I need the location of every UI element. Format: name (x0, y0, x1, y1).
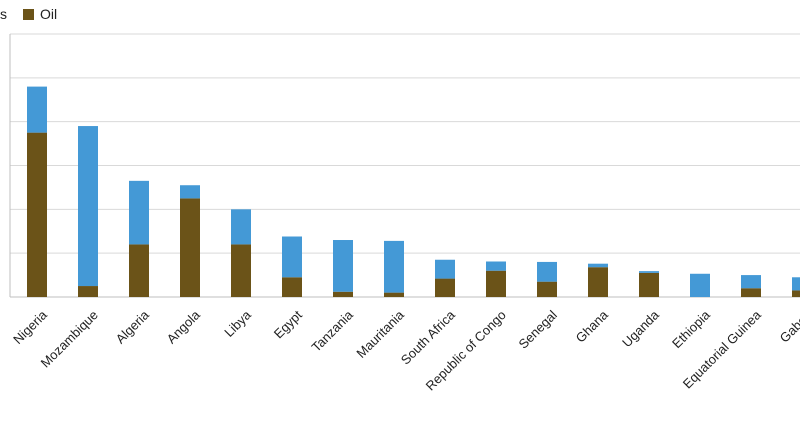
x-tick-label: Libya (221, 307, 254, 340)
bar-oil-tanzania (333, 291, 353, 297)
bar-oil-mozambique (78, 286, 98, 297)
x-tick-label: Gabon (777, 307, 800, 345)
legend-label-oil: Oil (40, 6, 58, 22)
x-tick-label: Tanzania (308, 307, 356, 355)
bar-oil-nigeria (27, 132, 47, 297)
bar-gas-libya (231, 209, 251, 245)
bar-gas-uganda (639, 271, 659, 273)
bar-gas-ethiopia (690, 273, 710, 297)
x-tick-label: Nigeria (10, 307, 50, 347)
bar-gas-mozambique (78, 126, 98, 287)
bar-gas-gabon (792, 277, 800, 291)
bar-gas-ghana (588, 263, 608, 268)
bar-gas-angola (180, 185, 200, 199)
bar-gas-nigeria (27, 86, 47, 133)
legend-entry-gas: s (0, 6, 7, 22)
bar-oil-gabon (792, 290, 800, 297)
x-tick-label: Ethiopia (669, 307, 713, 351)
bar-gas-tanzania (333, 240, 353, 292)
bar-oil-egypt (282, 277, 302, 297)
bar-gas-south-africa (435, 259, 455, 279)
x-tick-label: Egypt (271, 307, 305, 341)
legend-label-gas: s (0, 6, 7, 22)
bar-oil-equatorial-guinea (741, 288, 761, 297)
bar-oil-south-africa (435, 278, 455, 297)
bar-gas-equatorial-guinea (741, 275, 761, 289)
bar-gas-mauritania (384, 240, 404, 293)
legend-swatch-oil (23, 8, 34, 20)
x-tick-label: Senegal (516, 307, 560, 351)
bar-gas-republic-of-congo (486, 261, 506, 271)
bar-oil-republic-of-congo (486, 270, 506, 297)
bar-oil-senegal (537, 281, 557, 297)
x-tick-label: Ghana (573, 307, 612, 346)
legend-entry-oil: Oil (23, 6, 57, 22)
x-tick-label: Angola (164, 307, 204, 347)
bar-gas-algeria (129, 180, 149, 245)
bars (27, 86, 800, 297)
bar-oil-uganda (639, 272, 659, 297)
bar-gas-egypt (282, 236, 302, 278)
x-tick-label: Algeria (113, 307, 153, 347)
gridlines (10, 33, 800, 298)
bar-oil-libya (231, 244, 251, 297)
x-tick-label: Mauritania (353, 307, 407, 361)
bar-oil-algeria (129, 244, 149, 297)
bar-oil-angola (180, 198, 200, 297)
bar-oil-mauritania (384, 292, 404, 297)
legend: s Oil (0, 4, 73, 24)
bar-oil-ghana (588, 267, 608, 297)
x-tick-label: Uganda (619, 307, 662, 350)
bar-gas-senegal (537, 261, 557, 282)
